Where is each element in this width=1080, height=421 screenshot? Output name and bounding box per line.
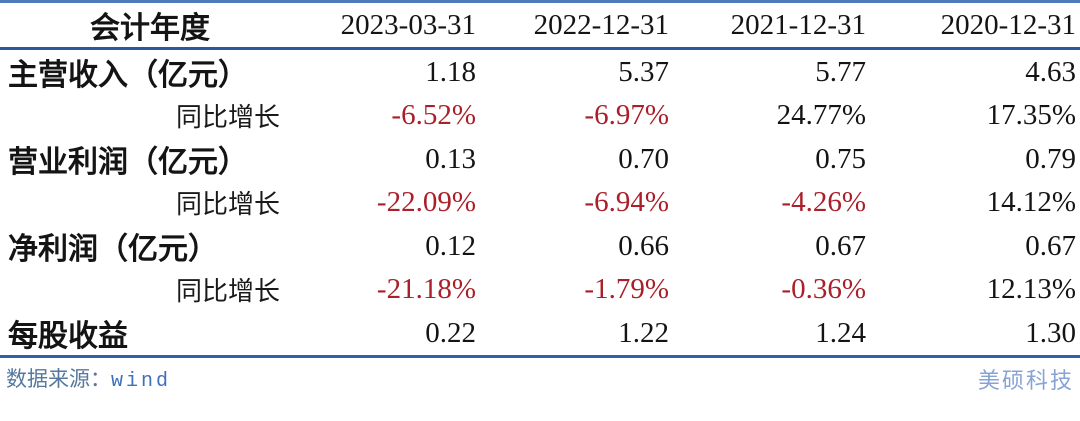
value-cell: 0.13 bbox=[425, 142, 476, 175]
header-row: 会计年度 2023-03-31 2022-12-31 2021-12-31 2020-1… bbox=[0, 2, 1080, 49]
table-row: 同比增长 -22.09% -6.94% -4.26% 14.12% bbox=[0, 181, 1080, 224]
data-source-value: wind bbox=[111, 370, 172, 393]
value-cell: -6.94% bbox=[584, 186, 669, 218]
value-cell: 1.30 bbox=[1025, 316, 1076, 349]
value-cell: -22.09% bbox=[376, 186, 476, 218]
financial-summary-table: 会计年度 2023-03-31 2022-12-31 2021-12-31 2020-1… bbox=[0, 0, 1080, 358]
value-cell: 0.66 bbox=[618, 229, 669, 262]
value-cell: 17.35% bbox=[986, 99, 1076, 131]
value-cell: -4.26% bbox=[781, 186, 866, 218]
metric-label-cell: 每股收益 bbox=[8, 320, 128, 353]
value-cell: 1.22 bbox=[618, 316, 669, 349]
value-cell: 0.79 bbox=[1025, 142, 1076, 175]
date-header-cell: 2020-12-31 bbox=[940, 8, 1076, 41]
data-source-label: 数据来源： bbox=[6, 367, 111, 391]
date-header-cell: 2021-12-31 bbox=[730, 8, 866, 41]
value-cell: 12.13% bbox=[986, 273, 1076, 305]
table-row: 营业利润（亿元） 0.13 0.70 0.75 0.79 bbox=[0, 137, 1080, 181]
table-row: 每股收益 0.22 1.22 1.24 1.30 bbox=[0, 311, 1080, 357]
value-cell: 0.12 bbox=[425, 229, 476, 262]
value-cell: 24.77% bbox=[776, 99, 866, 131]
table-row: 同比增长 -21.18% -1.79% -0.36% 12.13% bbox=[0, 268, 1080, 311]
value-cell: 1.24 bbox=[815, 316, 866, 349]
table-row: 同比增长 -6.52% -6.97% 24.77% 17.35% bbox=[0, 94, 1080, 137]
date-header-cell: 2022-12-31 bbox=[533, 8, 669, 41]
metric-label-cell: 净利润（亿元） bbox=[8, 233, 218, 266]
value-cell: 5.37 bbox=[618, 55, 669, 88]
table-body: 主营收入（亿元） 1.18 5.37 5.77 4.63 同比增长 -6.52% -6.97%… bbox=[0, 49, 1080, 357]
value-cell: -21.18% bbox=[376, 273, 476, 305]
brand-watermark: 美硕科技 bbox=[977, 368, 1074, 393]
value-cell: -0.36% bbox=[781, 273, 866, 305]
value-cell: 0.67 bbox=[815, 229, 866, 262]
value-cell: -6.52% bbox=[391, 99, 476, 131]
footer: 数据来源：wind 美硕科技 bbox=[6, 363, 1074, 395]
value-cell: 1.18 bbox=[425, 55, 476, 88]
table-header: 会计年度 2023-03-31 2022-12-31 2021-12-31 2020-1… bbox=[0, 2, 1080, 49]
value-cell: -6.97% bbox=[584, 99, 669, 131]
value-cell: 5.77 bbox=[815, 55, 866, 88]
table-row: 净利润（亿元） 0.12 0.66 0.67 0.67 bbox=[0, 224, 1080, 268]
value-cell: 4.63 bbox=[1025, 55, 1076, 88]
value-cell: 0.67 bbox=[1025, 229, 1076, 262]
value-cell: 0.22 bbox=[425, 316, 476, 349]
value-cell: 0.70 bbox=[618, 142, 669, 175]
growth-label-cell: 同比增长 bbox=[175, 277, 280, 306]
year-header-cell: 会计年度 bbox=[90, 12, 210, 45]
value-cell: 14.12% bbox=[986, 186, 1076, 218]
growth-label-cell: 同比增长 bbox=[175, 190, 280, 219]
value-cell: 0.75 bbox=[815, 142, 866, 175]
value-cell: -1.79% bbox=[584, 273, 669, 305]
growth-label-cell: 同比增长 bbox=[175, 103, 280, 132]
metric-label-cell: 营业利润（亿元） bbox=[8, 146, 248, 179]
metric-label-cell: 主营收入（亿元） bbox=[8, 59, 248, 92]
data-source: 数据来源：wind bbox=[6, 363, 171, 393]
table-row: 主营收入（亿元） 1.18 5.37 5.77 4.63 bbox=[0, 49, 1080, 95]
date-header-cell: 2023-03-31 bbox=[340, 8, 476, 41]
